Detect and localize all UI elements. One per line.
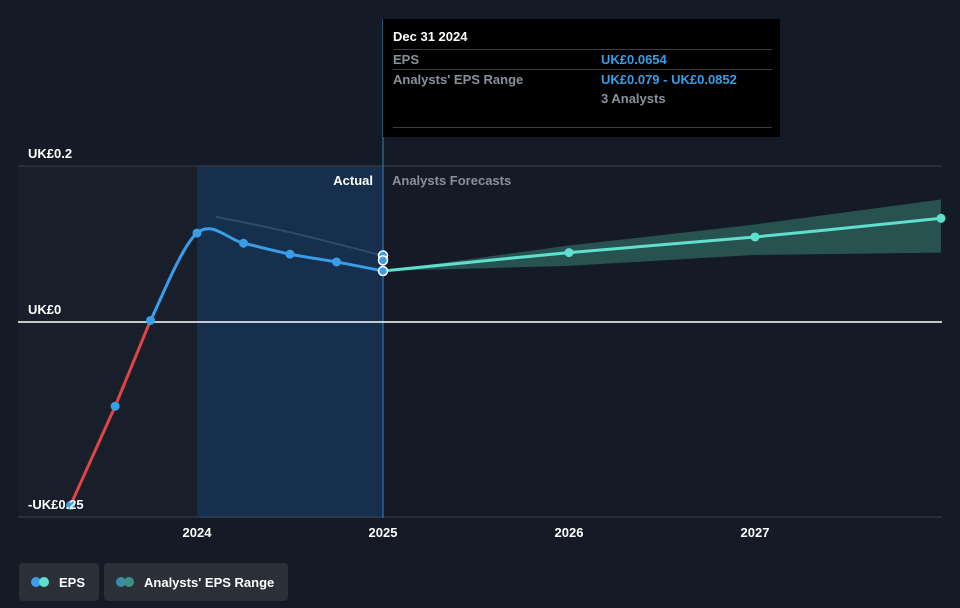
- y-axis-label: UK£0.2: [28, 146, 72, 161]
- tooltip-row-range: Analysts' EPS Range UK£0.079 - UK£0.0852: [393, 69, 772, 89]
- legend-eps-label: EPS: [59, 574, 86, 590]
- tooltip-range-label: Analysts' EPS Range: [393, 72, 524, 87]
- eps-point: [192, 228, 202, 238]
- eps-point: [146, 315, 155, 325]
- range-point: [377, 255, 389, 266]
- legend-item-analysts-range[interactable]: Analysts' EPS Range: [104, 563, 289, 601]
- legend: EPS Analysts' EPS Range: [19, 563, 289, 601]
- x-axis-tick: 2024: [183, 525, 213, 540]
- tooltip-row-analysts: 3 Analysts: [393, 89, 772, 108]
- analysts-eps-range-band: [383, 199, 941, 271]
- x-axis-tick: 2026: [555, 525, 584, 540]
- y-axis-label: -UK£0.25: [28, 497, 84, 512]
- legend-eps-icon: [31, 577, 53, 587]
- eps-point: [285, 249, 295, 259]
- forecast-point: [936, 213, 946, 223]
- eps-point: [239, 238, 248, 248]
- forecast-point: [750, 232, 760, 242]
- actual-label: Actual: [333, 173, 373, 188]
- forecast-point: [564, 248, 574, 258]
- tooltip-divider: [393, 127, 772, 128]
- tooltip-eps-value: UK£0.0654: [601, 52, 667, 67]
- legend-range-label: Analysts' EPS Range: [144, 574, 275, 590]
- forecast-label: Analysts Forecasts: [392, 173, 511, 188]
- legend-item-eps[interactable]: EPS: [19, 563, 100, 601]
- tooltip-date: Dec 31 2024: [393, 29, 468, 44]
- forecast-line: [382, 216, 942, 273]
- x-axis-tick: 2025: [369, 525, 398, 540]
- eps-point: [110, 401, 120, 411]
- highlight-region: [197, 166, 383, 518]
- tooltip-analysts-count: 3 Analysts: [601, 91, 666, 106]
- faded-eps-line: [215, 215, 384, 257]
- tooltip-range-value: UK£0.079 - UK£0.0852: [601, 72, 737, 87]
- tooltip-eps-label: EPS: [393, 52, 420, 67]
- tooltip-row-eps: EPS UK£0.0654: [393, 49, 772, 69]
- eps-point-current: [377, 265, 389, 277]
- y-axis-label: UK£0: [28, 302, 61, 317]
- x-axis-tick: 2027: [741, 525, 770, 540]
- legend-range-icon: [116, 577, 138, 587]
- eps-point: [66, 500, 76, 510]
- tooltip: Dec 31 2024 EPS UK£0.0654 Analysts' EPS …: [383, 19, 780, 137]
- eps-point: [332, 257, 341, 267]
